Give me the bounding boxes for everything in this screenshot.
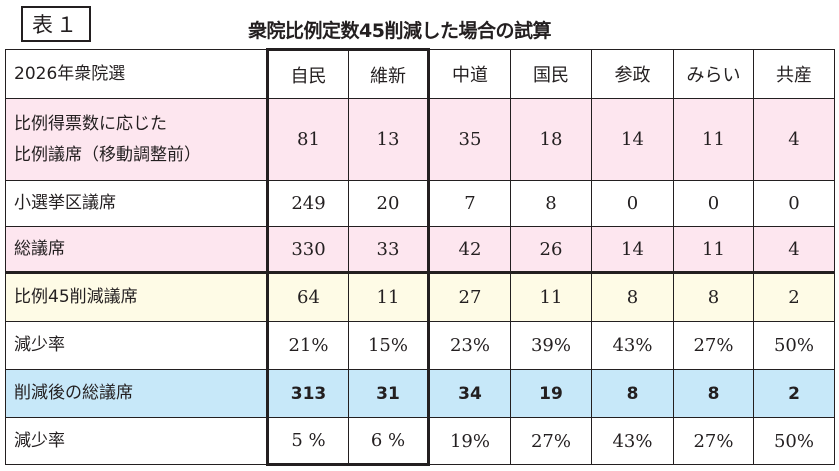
cell: 11 <box>510 272 592 322</box>
row-label: 小選挙区議席 <box>5 180 268 227</box>
cell: 8 <box>673 369 754 418</box>
cell: 4 <box>753 98 835 181</box>
seat-reduction-table: 2026年衆院選 自民 維新 中道 国民 参政 みらい 共産 比例得票数に応じた… <box>5 48 835 466</box>
cell: 0 <box>591 180 674 227</box>
cell: 13 <box>348 98 430 181</box>
table-row: 小選挙区議席 249 20 7 8 0 0 0 <box>5 180 835 227</box>
cell: 33 <box>348 226 430 274</box>
cell: 330 <box>266 226 349 274</box>
table-row: 総議席 330 33 42 26 14 11 4 <box>5 226 835 274</box>
table-row: 減少率 21% 15% 23% 39% 43% 27% 50% <box>5 321 835 370</box>
cell: 14 <box>591 226 674 274</box>
cell: 2 <box>753 369 835 418</box>
cell: 11 <box>673 98 754 181</box>
table-title: 衆院比例定数45削減した場合の試算 <box>248 20 551 42</box>
table-row: 比例45削減議席 64 11 27 11 8 8 2 <box>5 272 835 322</box>
cell: 14 <box>591 98 674 181</box>
cell: 7 <box>428 180 511 227</box>
table-row: 削減後の総議席 313 31 34 19 8 8 2 <box>5 369 835 418</box>
cell: 2 <box>753 272 835 322</box>
column-header: 国民 <box>510 49 592 99</box>
cell: 313 <box>266 369 349 418</box>
cell: 11 <box>348 272 430 322</box>
cell: 50% <box>753 417 835 465</box>
cell: 8 <box>591 272 674 322</box>
cell: 43% <box>591 417 674 465</box>
row-label: 減少率 <box>5 417 268 465</box>
cell: 11 <box>673 226 754 274</box>
table-row: 比例得票数に応じた比例議席（移動調整前） 81 13 35 18 14 11 4 <box>5 98 835 181</box>
cell: 43% <box>591 321 674 370</box>
cell: 31 <box>348 369 430 418</box>
row-label-line: 比例得票数に応じた <box>14 113 167 134</box>
cell: 6 % <box>348 417 430 466</box>
corner-header: 2026年衆院選 <box>5 49 268 99</box>
cell: 8 <box>673 272 754 322</box>
cell: 27% <box>673 417 754 465</box>
column-header: 中道 <box>428 49 511 99</box>
cell: 64 <box>266 272 349 322</box>
table-number-label: 表１ <box>21 6 91 42</box>
cell: 50% <box>753 321 835 370</box>
cell: 21% <box>266 321 349 370</box>
row-label: 総議席 <box>5 226 268 274</box>
row-label: 減少率 <box>5 321 268 370</box>
cell: 42 <box>428 226 511 274</box>
cell: 35 <box>428 98 511 181</box>
cell: 23% <box>428 321 511 370</box>
row-label: 削減後の総議席 <box>5 369 268 418</box>
cell: 20 <box>348 180 430 227</box>
cell: 5 % <box>266 417 349 466</box>
cell: 0 <box>753 180 835 227</box>
cell: 27% <box>510 417 592 465</box>
cell: 34 <box>428 369 511 418</box>
column-header: みらい <box>673 49 754 99</box>
cell: 26 <box>510 226 592 274</box>
cell: 8 <box>591 369 674 418</box>
cell: 4 <box>753 226 835 274</box>
column-header: 参政 <box>591 49 674 99</box>
column-header: 自民 <box>266 48 349 99</box>
cell: 18 <box>510 98 592 181</box>
row-label: 比例45削減議席 <box>5 272 268 322</box>
cell: 249 <box>266 180 349 227</box>
cell: 19 <box>510 369 592 418</box>
cell: 39% <box>510 321 592 370</box>
cell: 15% <box>348 321 430 370</box>
cell: 19% <box>428 417 511 465</box>
header-row: 2026年衆院選 自民 維新 中道 国民 参政 みらい 共産 <box>5 48 835 99</box>
column-header: 共産 <box>753 49 835 99</box>
cell: 27% <box>673 321 754 370</box>
column-header: 維新 <box>348 48 430 99</box>
row-label-line: 比例議席（移動調整前） <box>14 144 201 165</box>
row-label: 比例得票数に応じた比例議席（移動調整前） <box>5 98 268 181</box>
cell: 81 <box>266 98 349 181</box>
cell: 8 <box>510 180 592 227</box>
cell: 0 <box>673 180 754 227</box>
table-row: 減少率 5 % 6 % 19% 27% 43% 27% 50% <box>5 417 835 466</box>
cell: 27 <box>428 272 511 322</box>
